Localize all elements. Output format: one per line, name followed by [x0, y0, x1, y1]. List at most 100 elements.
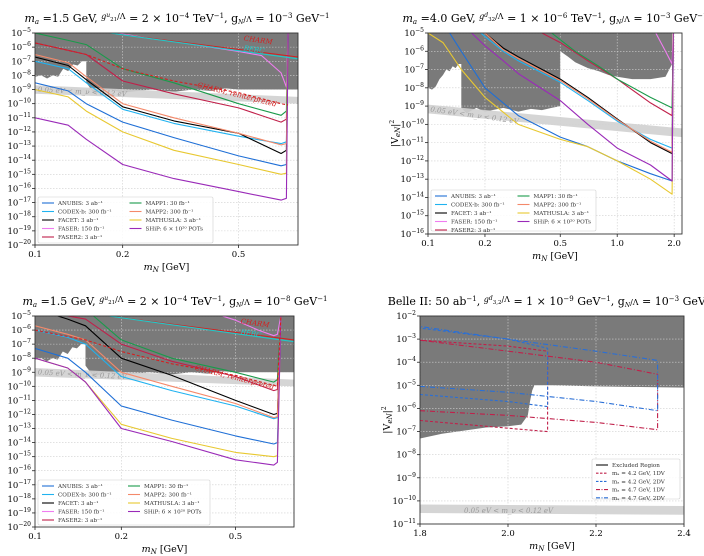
- legend-label: mₐ = 4.7 GeV, 2DV: [612, 496, 666, 502]
- series-line-codex-b: [480, 33, 674, 149]
- y-tick-label: 10−8: [396, 449, 416, 461]
- x-tick-label: 1.0: [610, 239, 624, 249]
- legend-label: MATHUSLA: 3 ab⁻¹: [146, 217, 201, 224]
- legend-label: FACET: 3 ab⁻¹: [58, 500, 98, 507]
- series-line-belle_red: [420, 339, 659, 431]
- y-tick-label: 10−13: [8, 140, 32, 152]
- series-line-ship: [471, 33, 674, 182]
- y-tick-label: 10−10: [8, 380, 32, 392]
- y-tick-label: 10−6: [396, 402, 416, 414]
- y-tick-label: 10−12: [8, 126, 32, 138]
- y-tick-label: 10−13: [8, 423, 32, 435]
- y-tick-label: 10−11: [401, 137, 425, 149]
- legend-label: FACET: 3 ab⁻¹: [58, 217, 98, 224]
- y-tick-label: 10−6: [404, 45, 424, 57]
- x-tick-label: 0.5: [553, 239, 567, 249]
- x-tick-label: 2.0: [667, 239, 681, 249]
- x-tick-label: 0.5: [232, 250, 246, 260]
- x-axis-label: mN [GeV]: [529, 541, 575, 553]
- y-tick-label: 10−13: [401, 173, 425, 185]
- y-tick-label: 10−7: [396, 426, 416, 438]
- series-line-bebc: [108, 316, 294, 343]
- series-line-belle_blue: [420, 325, 659, 412]
- series-line-facet: [35, 33, 289, 155]
- y-tick-label: 10−5: [404, 27, 424, 39]
- panel-title: Belle II: 50 ab−1, gd3,2/Λ = 1 × 10−9 Ge…: [388, 295, 704, 309]
- y-tick-label: 10−19: [8, 507, 32, 519]
- y-tick-label: 10−8: [11, 352, 31, 364]
- y-tick-label: 10−18: [8, 493, 32, 505]
- axes-frame: [419, 315, 685, 525]
- legend-label: mₐ = 4.7 GeV, 1DV: [612, 488, 666, 494]
- series-line-mapp2: [484, 33, 674, 153]
- series-line-mapp2: [35, 316, 282, 419]
- series-line-facet: [57, 316, 282, 416]
- y-tick-label: 10−18: [8, 211, 32, 223]
- y-tick-label: 10−14: [401, 191, 425, 203]
- y-tick-label: 10−9: [11, 366, 31, 378]
- series-line-faser2: [67, 316, 282, 392]
- legend-label: Excluded Region: [612, 463, 660, 469]
- y-tick-label: 10−15: [8, 451, 32, 463]
- y-tick-label: 10−2: [396, 310, 416, 322]
- y-tick-label: 10−5: [11, 27, 31, 39]
- series-line-codex-b: [35, 316, 282, 420]
- excluded-region: [420, 316, 684, 439]
- x-tick-label: 0.5: [229, 532, 243, 542]
- x-tick-label: 2.0: [501, 529, 515, 539]
- y-tick-label: 10−17: [8, 479, 32, 491]
- y-tick-label: 10−10: [8, 98, 32, 110]
- series-line-belle_blue: [420, 327, 549, 408]
- x-tick-label: 0.1: [421, 239, 435, 249]
- legend-label: ANUBIS: 3 ab⁻¹: [57, 200, 103, 207]
- series-line-mapp2: [35, 33, 289, 146]
- y-tick-label: 10−10: [401, 118, 425, 130]
- x-tick-label: 0.2: [478, 239, 492, 249]
- x-tick-label: 0.2: [116, 250, 130, 260]
- x-tick-label: 0.1: [28, 532, 42, 542]
- series-line-mathusla: [428, 33, 674, 195]
- annotation-label: BEBC: [239, 328, 262, 339]
- y-tick-label: 10−16: [401, 228, 425, 240]
- legend-label: MAPP2: 300 fb⁻¹: [146, 209, 194, 216]
- series-line-codex-b: [35, 33, 289, 145]
- y-tick-label: 10−5: [396, 379, 416, 391]
- y-tick-label: 10−3: [396, 333, 416, 345]
- legend-label: MAPP1: 30 fb⁻¹: [146, 200, 190, 207]
- axes-frame: [427, 32, 683, 235]
- band-label: 0.05 eV < m_ν < 0.12 eV: [464, 507, 554, 515]
- legend-frame: [37, 196, 214, 244]
- legend-label: CODEX-b: 300 fb⁻¹: [451, 202, 505, 209]
- panel-title: ma =4.0 GeV, gd32/Λ = 1 × 10−6 TeV−1, gN…: [402, 12, 704, 26]
- legend-label: MAPP1: 30 fb⁻¹: [144, 483, 188, 490]
- legend-label: FASER: 150 fb⁻¹: [451, 219, 498, 226]
- y-tick-label: 10−6: [11, 41, 31, 53]
- y-tick-label: 10−7: [11, 338, 31, 350]
- y-tick-label: 10−5: [11, 310, 31, 322]
- axes-frame: [34, 315, 295, 528]
- y-axis-label: |VeN|2: [381, 406, 394, 434]
- y-tick-label: 10−11: [393, 518, 417, 530]
- series-line-charm: [35, 42, 289, 106]
- annotation-label: BEBC: [242, 44, 265, 55]
- legend-label: MAPP2: 300 fb⁻¹: [534, 202, 582, 209]
- legend-label: FASER2: 3 ab⁻¹: [58, 234, 102, 241]
- series-line-faser: [222, 316, 282, 337]
- legend-label: FACET: 3 ab⁻¹: [451, 210, 491, 217]
- y-tick-label: 10−15: [8, 168, 32, 180]
- legend-label: SHiP: 6 × 10²⁰ POTs: [534, 219, 592, 226]
- x-axis-label: mN [GeV]: [532, 251, 578, 263]
- y-tick-label: 10−14: [8, 154, 32, 166]
- neutrino-mass-band: [35, 368, 294, 387]
- series-line-anubis: [35, 316, 282, 445]
- neutrino-mass-band: [428, 104, 682, 138]
- legend-label: FASER2: 3 ab⁻¹: [451, 227, 495, 234]
- legend-label: SHiP: 6 × 10²⁰ POTs: [144, 509, 202, 516]
- legend-label: mₐ = 4.2 GeV, 1DV: [612, 471, 666, 477]
- legend-label: MATHUSLA: 3 ab⁻¹: [534, 210, 589, 217]
- y-tick-label: 10−7: [11, 55, 31, 67]
- y-tick-label: 10−7: [404, 64, 424, 76]
